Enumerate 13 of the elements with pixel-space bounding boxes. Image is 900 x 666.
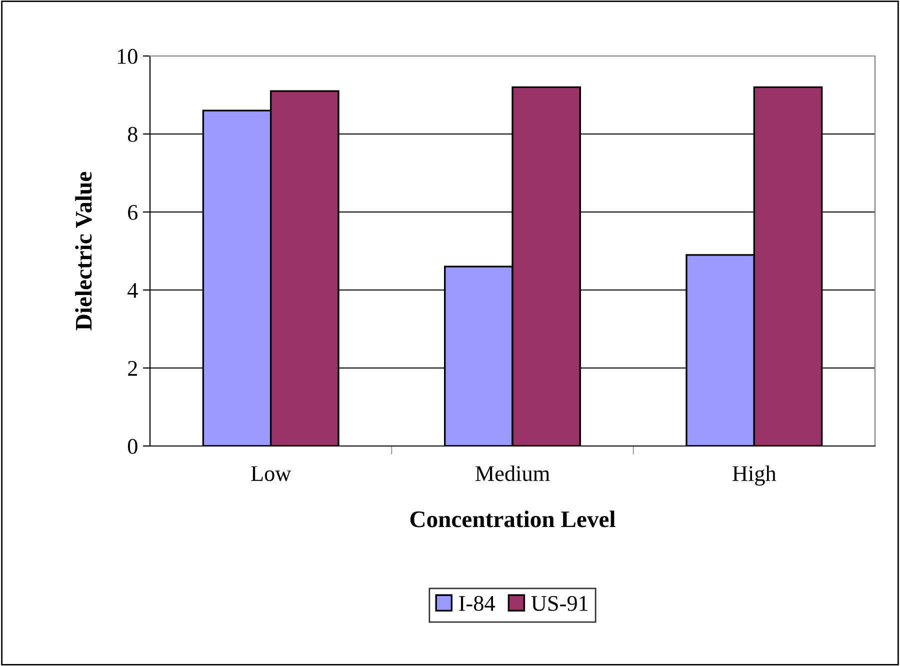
- x-tick-label: Low: [251, 466, 292, 482]
- y-tick-label: 8: [128, 126, 138, 142]
- x-tick-label: Medium: [475, 465, 550, 482]
- y-tick-label: 6: [128, 204, 138, 220]
- y-tick-label: 10: [118, 48, 138, 64]
- x-tick-label: High: [732, 465, 776, 486]
- y-axis-title: Dielectric Value: [75, 172, 92, 330]
- y-tick-label: 2: [128, 360, 137, 376]
- x-axis-title: Concentration Level: [410, 510, 616, 528]
- legend-label: I-84: [459, 596, 495, 611]
- legend-label: US-91: [531, 596, 588, 611]
- y-tick-label: 0: [128, 438, 138, 454]
- y-tick-label: 4: [128, 283, 138, 298]
